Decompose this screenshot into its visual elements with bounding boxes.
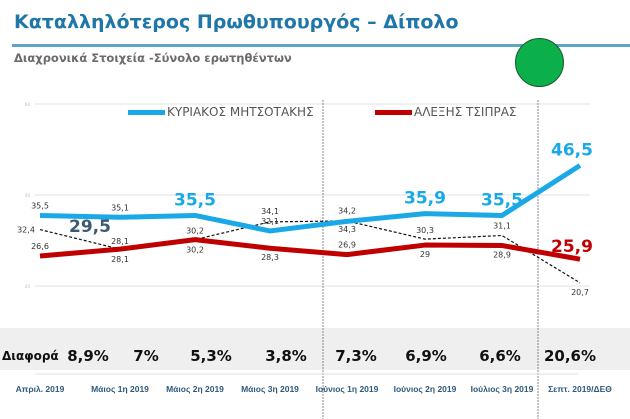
data-label: 26,6: [31, 242, 49, 251]
data-label: 20,7: [571, 288, 589, 297]
page-subtitle: Διαχρονικά Στοιχεία -Σύνολο ερωτηθέντων: [14, 51, 292, 65]
y-tick-label: 20: [25, 284, 31, 289]
x-tick-label: Μάιος 3η 2019: [241, 384, 299, 394]
legend-label: ΑΛΕΞΗΣ ΤΣΙΠΡΑΣ: [414, 105, 517, 119]
difference-value: 7,3%: [335, 347, 377, 365]
legend-swatch-red: [375, 109, 412, 115]
x-tick-label: Μάιος 2η 2019: [166, 384, 224, 394]
difference-value: 20,6%: [544, 347, 596, 365]
difference-label: Διαφορά: [2, 349, 59, 363]
data-label: 34,3: [338, 225, 356, 234]
annotation-label: 29,5: [69, 217, 111, 237]
page-title: Καταλληλότερος Πρωθυπουργός – Δίπολο: [14, 11, 459, 33]
y-tick-label: 40: [25, 193, 31, 198]
legend-swatch-blue: [128, 109, 165, 115]
difference-value: 5,3%: [190, 347, 232, 365]
data-label: 34,1: [261, 207, 279, 216]
data-label: 28,9: [493, 251, 511, 260]
data-label: 35,1: [111, 203, 129, 212]
data-label: 35,5: [174, 190, 216, 210]
legend-item-tsipras: ΑΛΕΞΗΣ ΤΣΙΠΡΑΣ: [375, 105, 517, 119]
difference-value: 7%: [133, 347, 158, 365]
difference-value: 6,9%: [405, 347, 447, 365]
x-tick-label: Ιούλιος 3η 2019: [471, 384, 534, 394]
data-label: 25,9: [551, 237, 593, 257]
title-divider: [12, 44, 630, 47]
data-label: 30,2: [186, 227, 204, 236]
data-label: 26,9: [338, 241, 356, 250]
legend-label: ΚΥΡΙΑΚΟΣ ΜΗΤΣΟΤΑΚΗΣ: [167, 105, 314, 119]
x-tick-label: Ιούνιος 1η 2019: [316, 384, 379, 394]
data-label: 35,5: [31, 201, 49, 210]
difference-value: 3,8%: [265, 347, 307, 365]
series-line-2: [39, 220, 581, 284]
difference-band: [0, 328, 630, 370]
legend-item-mitsotakis: ΚΥΡΙΑΚΟΣ ΜΗΤΣΟΤΑΚΗΣ: [128, 105, 314, 119]
data-label: 34,2: [338, 206, 356, 215]
x-tick-label: Ιούνιος 2η 2019: [394, 384, 457, 394]
x-tick-label: Μάιος 1η 2019: [91, 384, 149, 394]
series-line-0: [39, 163, 582, 234]
data-label: 46,5: [551, 140, 593, 160]
data-label: 28,1: [111, 237, 129, 246]
difference-value: 6,6%: [479, 347, 521, 365]
data-label: 32,4: [17, 226, 35, 235]
data-label: 31,1: [493, 221, 511, 230]
data-label: 30,2: [186, 246, 204, 255]
data-label: 30,3: [416, 226, 434, 235]
data-label: 29: [420, 250, 430, 259]
data-label: 35,5: [481, 190, 523, 210]
data-label: 35,9: [404, 189, 446, 209]
x-tick-label: Σεπτ. 2019/ΔΕΘ: [548, 384, 612, 394]
data-label: 28,1: [111, 255, 129, 264]
data-label: 28,3: [261, 253, 279, 262]
green-circle-icon: [515, 38, 564, 87]
y-tick-label: 60: [25, 102, 31, 107]
difference-value: 8,9%: [67, 347, 109, 365]
series-line-1: [39, 237, 581, 262]
data-label: 32,1: [261, 217, 279, 226]
x-tick-label: Απριλ. 2019: [16, 384, 65, 394]
